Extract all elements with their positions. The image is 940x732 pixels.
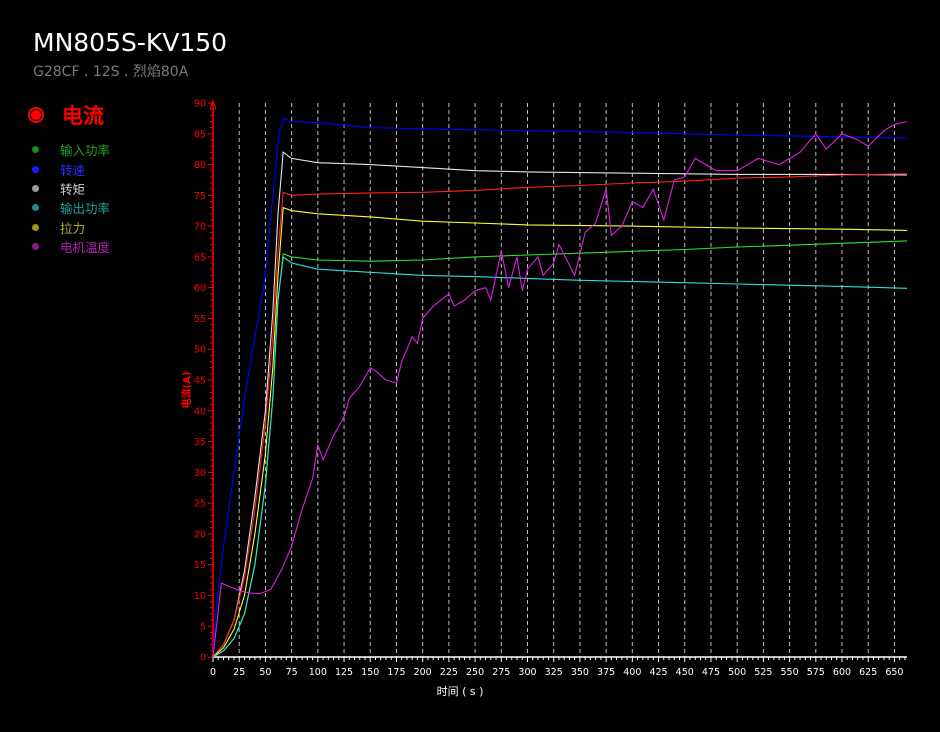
x-tick-label: 250	[466, 667, 484, 678]
x-tick-label: 575	[807, 667, 825, 678]
y-tick-label: 70	[194, 222, 206, 233]
y-tick-label: 55	[194, 314, 206, 325]
legend-dot-icon	[32, 243, 39, 251]
x-tick-label: 475	[702, 667, 720, 678]
x-axis-label: 时间 ( s )	[437, 685, 484, 698]
legend-dot-icon	[32, 184, 39, 192]
x-tick-label: 625	[859, 667, 877, 678]
x-tick-label: 200	[414, 667, 432, 678]
y-tick-label: 85	[194, 129, 206, 140]
y-tick-label: 75	[194, 191, 206, 202]
legend-item[interactable]: 输入功率	[26, 140, 110, 159]
x-tick-label: 50	[259, 667, 271, 678]
y-tick-label: 25	[194, 499, 206, 510]
y-tick-label: 60	[194, 283, 206, 294]
legend-label: 拉力	[60, 220, 86, 236]
y-tick-label: 35	[194, 437, 206, 448]
series-line	[212, 120, 908, 658]
legend-item[interactable]: 输出功率	[26, 198, 110, 217]
y-tick-label: 65	[194, 252, 206, 263]
series-line	[212, 151, 908, 658]
chart-subtitle: G28CF . 12S . 烈焰80A	[33, 64, 189, 80]
x-tick-label: 550	[781, 667, 799, 678]
x-tick-label: 100	[309, 667, 327, 678]
y-tick-label: 90	[194, 99, 206, 110]
legend-label: 电机温度	[60, 240, 111, 256]
legend-dot-icon	[32, 204, 39, 212]
active-series-icon	[28, 107, 44, 123]
legend-label: 输入功率	[60, 143, 111, 159]
legend-item-current[interactable]: 电流	[26, 100, 110, 130]
legend-item[interactable]: 电机温度	[26, 237, 110, 256]
y-tick-label: 5	[200, 622, 206, 633]
y-tick-label: 50	[194, 345, 206, 356]
y-tick-label: 20	[194, 529, 206, 540]
x-tick-label: 325	[545, 667, 563, 678]
x-tick-label: 25	[233, 667, 245, 678]
x-tick-label: 375	[597, 667, 615, 678]
series-line	[212, 173, 908, 658]
x-tick-label: 150	[361, 667, 379, 678]
series-line	[212, 117, 908, 658]
x-tick-label: 300	[518, 667, 536, 678]
x-tick-label: 75	[286, 667, 298, 678]
chart-title: MN805S-KV150	[33, 28, 228, 57]
series-line	[212, 206, 908, 658]
y-tick-label: 80	[194, 160, 206, 171]
x-tick-label: 125	[335, 667, 353, 678]
x-tick-label: 0	[210, 667, 216, 678]
y-axis-arrow-icon	[209, 99, 217, 110]
x-tick-label: 425	[649, 667, 667, 678]
legend-label: 转速	[60, 162, 86, 178]
legend: 电流 输入功率转速转矩输出功率拉力电机温度	[26, 100, 110, 256]
x-tick-label: 275	[492, 667, 510, 678]
legend-dot-icon	[32, 223, 39, 231]
legend-dot-icon	[32, 146, 39, 154]
legend-item[interactable]: 拉力	[26, 218, 110, 237]
y-tick-label: 40	[194, 406, 206, 417]
x-tick-label: 400	[623, 667, 641, 678]
series-line	[212, 255, 908, 658]
legend-label: 转矩	[60, 181, 86, 197]
x-tick-label: 525	[754, 667, 772, 678]
x-tick-label: 500	[728, 667, 746, 678]
y-axis-label: 电流(A)	[180, 372, 193, 409]
legend-dot-icon	[32, 165, 39, 173]
x-tick-label: 350	[571, 667, 589, 678]
y-tick-label: 10	[194, 591, 206, 602]
legend-label-current: 电流	[62, 104, 104, 128]
legend-item[interactable]: 转速	[26, 159, 110, 178]
y-tick-label: 45	[194, 376, 206, 387]
x-tick-label: 225	[440, 667, 458, 678]
x-tick-label: 600	[833, 667, 851, 678]
y-tick-label: 15	[194, 560, 206, 571]
x-tick-label: 450	[676, 667, 694, 678]
y-tick-label: 30	[194, 468, 206, 479]
x-tick-label: 175	[387, 667, 405, 678]
x-tick-label: 650	[885, 667, 903, 678]
y-tick-label: 0	[200, 653, 206, 664]
legend-item[interactable]: 转矩	[26, 179, 110, 198]
legend-label: 输出功率	[60, 201, 111, 217]
